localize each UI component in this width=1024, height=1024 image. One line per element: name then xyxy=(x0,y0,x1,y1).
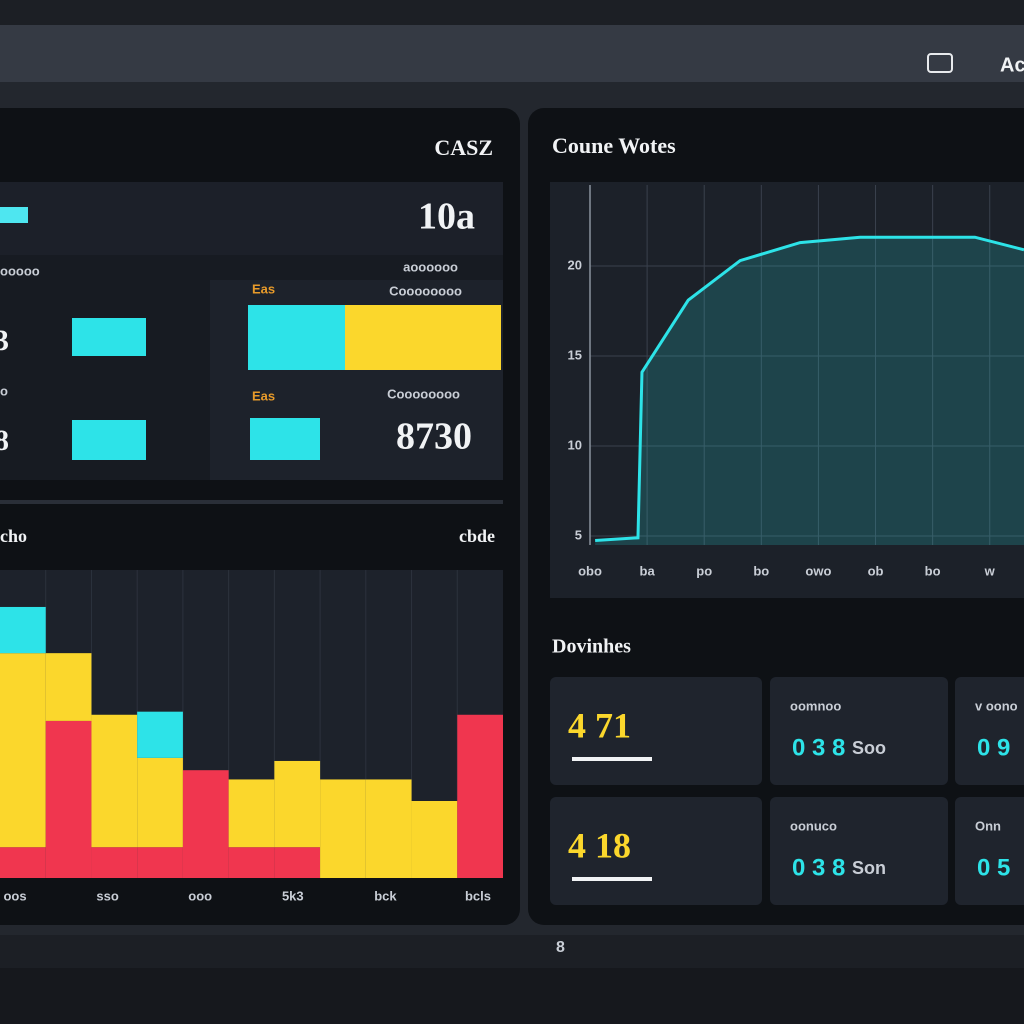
x-tick-label: w xyxy=(984,563,996,578)
card-label: v oono xyxy=(975,698,1018,713)
x-tick-label: 5k3 xyxy=(282,888,304,903)
metric-tag: Eas xyxy=(252,388,275,403)
line-chart-title: Coune Wotes xyxy=(552,133,676,158)
bottom-edge xyxy=(0,968,1024,1024)
x-tick-label: ba xyxy=(640,563,656,578)
card-value: 0 9 xyxy=(977,734,1010,761)
device-cards: 4 71 oomnoo 0 3 8 Soo v oono 0 9 4 18 oonuco 0 3… xyxy=(550,677,1024,905)
bar-segment xyxy=(0,847,46,878)
bar-segment xyxy=(228,779,275,848)
card-label: oonuco xyxy=(790,818,837,833)
bar-segment xyxy=(411,801,458,878)
metric-caption: Coooooooo xyxy=(389,283,462,298)
kpi-block xyxy=(0,182,503,255)
metric-caption: Coooooooo xyxy=(387,386,460,401)
card-value: 0 3 8 xyxy=(792,734,845,761)
bar-chart: oos sso ooo 5k3 bck bcls xyxy=(0,570,503,903)
bar-segment xyxy=(137,757,183,848)
x-tick-label: bcls xyxy=(465,888,491,903)
bar-segment xyxy=(228,847,275,878)
line-chart: 5 10 15 20 obo ba po bo owo ob bo w xyxy=(568,185,1024,578)
card-value: 4 18 xyxy=(568,825,631,865)
card-value: 0 5 xyxy=(977,854,1010,881)
card-underline xyxy=(572,757,652,761)
y-tick-label: 5 xyxy=(575,527,582,542)
bar-segment xyxy=(137,711,183,758)
line-area xyxy=(595,237,1024,545)
y-tick-label: 15 xyxy=(568,347,582,362)
card-label: Onn xyxy=(975,818,1001,833)
bar-chart-subtitle: cbde xyxy=(459,526,495,546)
x-tick-label: sso xyxy=(96,888,118,903)
bar-chart-title: cho xyxy=(0,526,27,546)
x-tick-label: bo xyxy=(753,563,769,578)
user-label[interactable]: Ac xyxy=(1000,54,1024,76)
metric-bar-cyan xyxy=(248,305,345,370)
metric-value: 8 xyxy=(0,424,9,457)
page-indicator[interactable]: 8 xyxy=(556,939,565,956)
kpi-value: 10a xyxy=(418,196,475,238)
card-value: 0 3 8 xyxy=(792,854,845,881)
bar-segment xyxy=(274,760,321,848)
devices-title: Dovinhes xyxy=(552,636,631,658)
y-tick-label: 10 xyxy=(568,437,582,452)
metric-label: ooooo xyxy=(0,263,40,278)
bar-segment xyxy=(320,779,366,878)
bar-segment xyxy=(457,714,503,878)
window-bar xyxy=(0,0,1024,25)
bar-segment xyxy=(274,847,321,878)
bar-segment xyxy=(182,770,229,878)
metric-big-value: 8730 xyxy=(396,416,472,458)
x-tick-label: ooo xyxy=(188,888,212,903)
bar-segment xyxy=(0,653,46,848)
panel-title: CASZ xyxy=(434,135,493,160)
device-card xyxy=(770,677,948,785)
metric-swatch xyxy=(250,418,320,460)
metric-value: 3 xyxy=(0,324,9,357)
bar-segment xyxy=(91,847,138,878)
top-bar xyxy=(0,25,1024,82)
card-label: oomnoo xyxy=(790,698,841,713)
x-tick-label: oos xyxy=(3,888,26,903)
x-tick-label: obo xyxy=(578,563,602,578)
device-card xyxy=(955,797,1024,905)
x-tick-label: owo xyxy=(805,563,831,578)
x-tick-label: po xyxy=(696,563,712,578)
x-tick-label: bo xyxy=(925,563,941,578)
bar-segment xyxy=(137,847,183,878)
metric-tag: Eas xyxy=(252,281,275,296)
metric-bar-yellow xyxy=(345,305,501,370)
line-chart-area xyxy=(550,182,1024,598)
screen-icon[interactable] xyxy=(927,53,953,73)
metric-label: o xyxy=(0,383,8,398)
kpi-indicator xyxy=(0,207,28,223)
metric-swatch xyxy=(72,318,146,356)
card-value: 4 71 xyxy=(568,705,631,745)
card-underline xyxy=(572,877,652,881)
y-tick-label: 20 xyxy=(568,257,582,272)
metric-swatch xyxy=(72,420,146,460)
x-tick-label: ob xyxy=(868,563,884,578)
bar-segment xyxy=(365,779,412,878)
device-card xyxy=(770,797,948,905)
card-unit: Son xyxy=(852,858,886,878)
footer-bar xyxy=(0,935,1024,968)
bar-segment xyxy=(45,720,92,878)
card-unit: Soo xyxy=(852,738,886,758)
metric-label: aoooooo xyxy=(403,259,458,274)
line xyxy=(595,235,1024,542)
x-tick-label: bck xyxy=(374,888,397,903)
bar-segment xyxy=(91,714,138,848)
bar-segment xyxy=(45,653,92,721)
bar-segment xyxy=(0,606,46,654)
device-card xyxy=(955,677,1024,785)
divider xyxy=(0,500,503,504)
